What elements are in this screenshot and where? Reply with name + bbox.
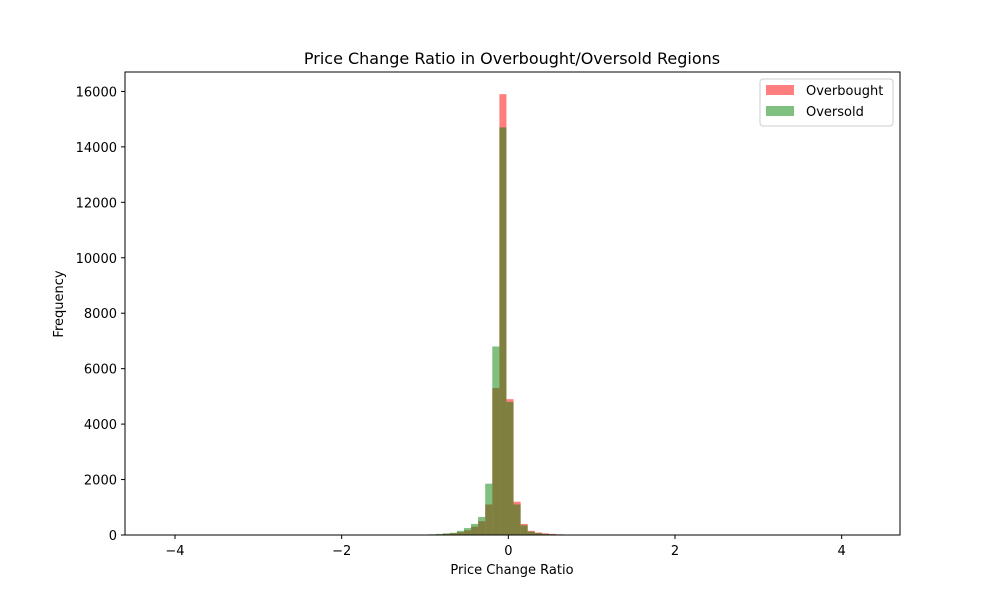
y-tick-label: 12000 bbox=[76, 196, 117, 211]
chart-title: Price Change Ratio in Overbought/Oversol… bbox=[304, 49, 720, 68]
x-tick-label: 0 bbox=[504, 544, 512, 559]
bar-oversold bbox=[534, 533, 542, 535]
bar-oversold bbox=[492, 346, 500, 535]
bar-oversold bbox=[435, 533, 443, 535]
y-tick-label: 16000 bbox=[76, 85, 117, 100]
y-tick-label: 10000 bbox=[76, 252, 117, 267]
bar-oversold bbox=[471, 523, 479, 535]
bar-oversold bbox=[442, 533, 450, 535]
y-tick-label: 14000 bbox=[76, 141, 117, 156]
legend-swatch-overbought bbox=[766, 85, 794, 95]
x-tick-label: −4 bbox=[165, 544, 184, 559]
bar-oversold bbox=[541, 533, 549, 535]
y-tick-label: 4000 bbox=[84, 418, 117, 433]
bar-oversold bbox=[513, 504, 521, 535]
x-axis-label: Price Change Ratio bbox=[450, 563, 573, 578]
x-tick-label: 4 bbox=[838, 544, 846, 559]
legend-label-overbought: Overbought bbox=[806, 84, 883, 99]
bar-oversold bbox=[449, 532, 457, 535]
bar-oversold bbox=[485, 483, 493, 535]
x-tick-label: −2 bbox=[332, 544, 351, 559]
y-axis-label: Frequency bbox=[52, 270, 67, 337]
y-tick-label: 6000 bbox=[84, 363, 117, 378]
y-tick-label: 8000 bbox=[84, 307, 117, 322]
x-tick-label: 2 bbox=[671, 544, 679, 559]
bar-oversold bbox=[506, 401, 514, 535]
bar-oversold bbox=[456, 530, 464, 535]
bars-layer bbox=[421, 94, 592, 536]
bar-oversold bbox=[527, 531, 535, 535]
legend-label-oversold: Oversold bbox=[806, 105, 864, 120]
y-tick-label: 2000 bbox=[84, 474, 117, 489]
y-tick-label: 0 bbox=[109, 529, 117, 544]
bar-oversold bbox=[499, 127, 507, 536]
plot-area-frame bbox=[124, 71, 901, 536]
legend: Overbought Oversold bbox=[759, 78, 894, 127]
bar-oversold bbox=[478, 516, 486, 535]
bar-oversold bbox=[520, 525, 528, 535]
x-axis: −4 −2 0 2 4 bbox=[165, 535, 846, 559]
y-axis: 0 2000 4000 6000 8000 10000 12000 14000 16000 bbox=[76, 85, 125, 544]
legend-swatch-oversold bbox=[766, 106, 794, 116]
bar-oversold bbox=[463, 528, 472, 535]
